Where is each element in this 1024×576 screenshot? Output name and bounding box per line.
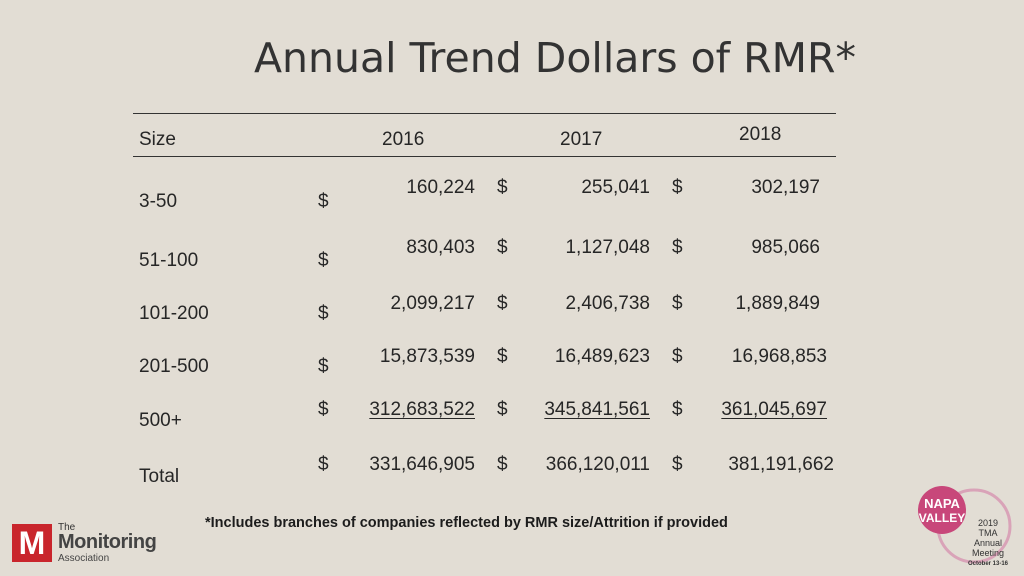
logo-splash — [918, 486, 966, 534]
monitoring-association-logo: M The Monitoring Association — [12, 522, 162, 566]
cell-2017: 16,489,623 — [554, 346, 650, 367]
row-size: 3-50 — [139, 191, 178, 212]
dollar-sign: $ — [318, 356, 329, 377]
napa-annual: Annual — [974, 538, 1002, 548]
dollar-sign: $ — [672, 454, 683, 475]
table-top-rule — [133, 113, 836, 114]
napa-org: TMA — [979, 528, 998, 538]
cell-2017: 255,041 — [581, 177, 650, 198]
cell-2017-total: 366,120,011 — [545, 454, 650, 475]
dollar-sign: $ — [497, 293, 508, 314]
napa-year: 2019 — [978, 518, 998, 528]
page-title: Annual Trend Dollars of RMR* — [253, 34, 856, 82]
cell-2017: 345,841,561 — [544, 399, 650, 420]
dollar-sign: $ — [497, 237, 508, 258]
cell-2016: 830,403 — [406, 237, 475, 258]
cell-2017: 1,127,048 — [565, 237, 650, 258]
row-size: 51-100 — [139, 250, 199, 271]
table-header-rule — [133, 156, 836, 157]
row-size: 201-500 — [139, 356, 209, 377]
header-size: Size — [139, 129, 176, 150]
dollar-sign: $ — [672, 399, 683, 420]
napa-valley-meeting-logo: NAPA VALLEY 2019 TMA Annual Meeting Octo… — [918, 486, 1012, 567]
cell-2016: 15,873,539 — [379, 346, 475, 367]
row-size: 500+ — [139, 410, 182, 431]
dollar-sign: $ — [497, 346, 508, 367]
cell-2018: 302,197 — [751, 177, 820, 198]
cell-2017: 2,406,738 — [565, 293, 650, 314]
cell-2016: 312,683,522 — [369, 399, 475, 420]
header-2016: 2016 — [382, 129, 425, 150]
napa-line1: NAPA — [924, 496, 960, 511]
napa-meeting: Meeting — [972, 548, 1004, 558]
logo-association: Association — [58, 553, 110, 564]
napa-line2: VALLEY — [919, 511, 965, 525]
dollar-sign: $ — [318, 399, 329, 420]
dollar-sign: $ — [318, 303, 329, 324]
header-2017: 2017 — [560, 129, 603, 150]
cell-2018: 16,968,853 — [731, 346, 827, 367]
cell-2016-total: 331,646,905 — [369, 454, 475, 475]
dollar-sign: $ — [497, 399, 508, 420]
cell-2018: 1,889,849 — [735, 293, 820, 314]
dollar-sign: $ — [672, 293, 683, 314]
cell-2018-total: 381,191,662 — [728, 454, 834, 475]
dollar-sign: $ — [672, 177, 683, 198]
dollar-sign: $ — [497, 177, 508, 198]
dollar-sign: $ — [318, 454, 329, 475]
logo-m-mark: M — [12, 524, 52, 562]
cell-2018: 985,066 — [751, 237, 820, 258]
dollar-sign: $ — [497, 454, 508, 475]
napa-dates: October 13-16 — [968, 561, 1009, 567]
logo-the: The — [58, 522, 76, 533]
cell-2018: 361,045,697 — [721, 399, 827, 420]
dollar-sign: $ — [672, 237, 683, 258]
header-2018: 2018 — [739, 124, 782, 145]
cell-2016: 2,099,217 — [390, 293, 475, 314]
dollar-sign: $ — [318, 250, 329, 271]
dollar-sign: $ — [672, 346, 683, 367]
row-size-total: Total — [139, 466, 180, 487]
row-size: 101-200 — [139, 303, 209, 324]
cell-2016: 160,224 — [406, 177, 475, 198]
dollar-sign: $ — [318, 191, 329, 212]
logo-name: Monitoring — [58, 531, 157, 553]
footnote: *Includes branches of companies reflecte… — [205, 515, 728, 531]
